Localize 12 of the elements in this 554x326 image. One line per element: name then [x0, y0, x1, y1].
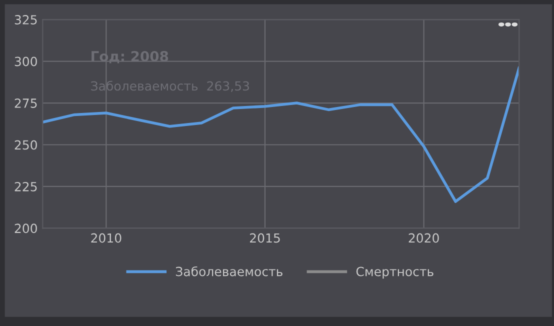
x-tick-label: 2020 [408, 233, 439, 243]
legend-label: Заболеваемость [176, 266, 282, 276]
x-tick-label: 2010 [91, 233, 122, 243]
y-tick-label: 250 [14, 140, 37, 150]
y-tick-label: 300 [14, 56, 37, 66]
y-tick-label: 275 [14, 98, 37, 108]
line-series [42, 66, 520, 203]
legend-label: Смертность [356, 266, 434, 279]
y-tick-label: 325 [14, 15, 37, 24]
y-tick-label: 200 [14, 224, 37, 234]
x-tick-label: 2015 [250, 233, 280, 243]
y-tick-label: 225 [14, 182, 37, 192]
